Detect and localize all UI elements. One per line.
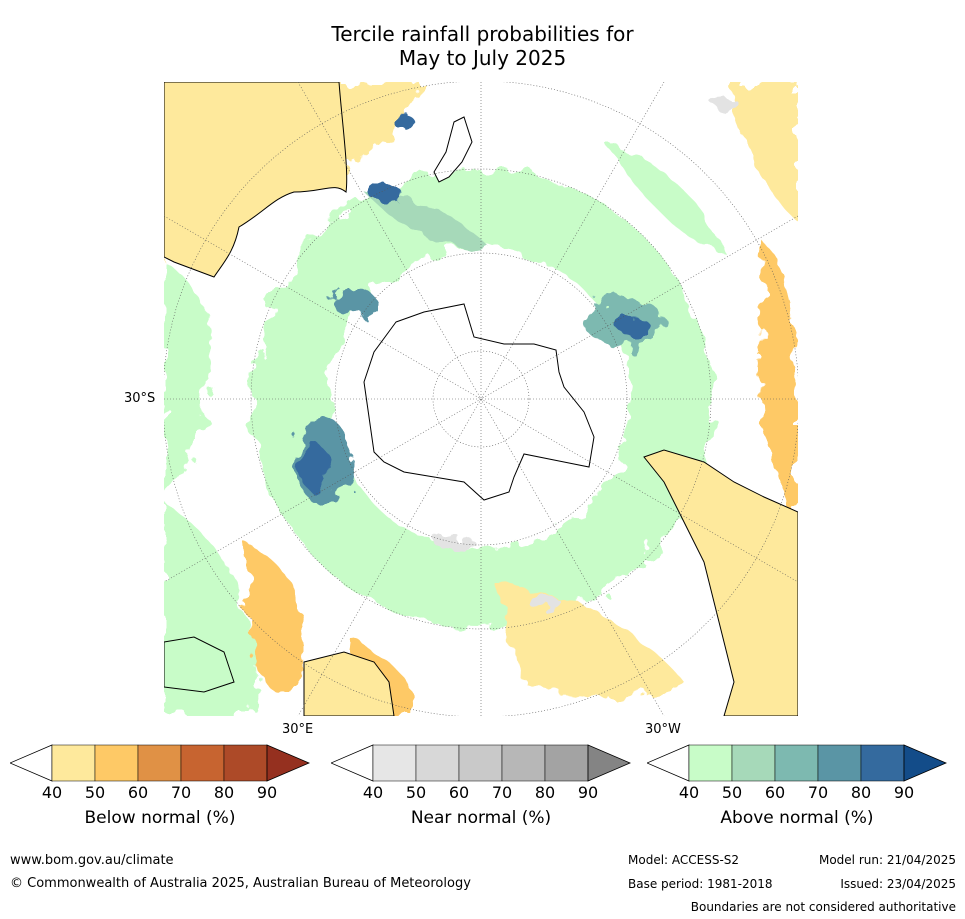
colorbar-segment bbox=[372, 744, 417, 782]
colorbar-tick-label: 50 bbox=[84, 783, 106, 802]
colorbar-tick-label: 60 bbox=[448, 783, 470, 802]
footer-url[interactable]: www.bom.gov.au/climate bbox=[10, 853, 174, 868]
colorbar-segment bbox=[501, 744, 546, 782]
colorbar-segment bbox=[223, 744, 268, 782]
africa-outline bbox=[303, 651, 395, 716]
colorbar-segment bbox=[94, 744, 139, 782]
colorbar-near-ticks: 40 50 60 70 80 90 bbox=[331, 783, 631, 803]
colorbar-tick-label: 90 bbox=[577, 783, 599, 802]
new-zealand-outline bbox=[433, 116, 473, 183]
colorbar-under-triangle bbox=[647, 744, 690, 782]
colorbar-segment bbox=[774, 744, 819, 782]
colorbar-tick-label: 70 bbox=[491, 783, 513, 802]
colorbar-tick-label: 70 bbox=[170, 783, 192, 802]
australia-outline bbox=[164, 82, 348, 278]
colorbar-below-ticks: 40 50 60 70 80 90 bbox=[10, 783, 310, 803]
colorbar-tick-label: 60 bbox=[127, 783, 149, 802]
colorbar-over-triangle bbox=[587, 744, 631, 782]
colorbar-segment bbox=[51, 744, 96, 782]
colorbar-segment bbox=[688, 744, 733, 782]
colorbar-tick-label: 80 bbox=[213, 783, 235, 802]
colorbar-tick-label: 40 bbox=[362, 783, 384, 802]
colorbar-segment bbox=[415, 744, 460, 782]
colorbar-near-label: Near normal (%) bbox=[410, 808, 552, 828]
colorbar-near bbox=[331, 744, 631, 782]
footer-model: Model: ACCESS-S2 bbox=[628, 853, 740, 867]
colorbar-tick-label: 90 bbox=[893, 783, 915, 802]
colorbar-under-triangle bbox=[10, 744, 53, 782]
colorbar-tick-label: 60 bbox=[764, 783, 786, 802]
south-america-outline bbox=[643, 449, 798, 716]
colorbar-tick-label: 90 bbox=[256, 783, 278, 802]
footer-copyright: © Commonwealth of Australia 2025, Austra… bbox=[10, 876, 471, 891]
footer-model-run: Model run: 21/04/2025 bbox=[818, 853, 956, 867]
footer-issued: Issued: 23/04/2025 bbox=[840, 877, 956, 891]
title-line-1: Tercile rainfall probabilities for bbox=[331, 22, 634, 46]
footer-base-period: Base period: 1981-2018 bbox=[628, 877, 773, 891]
colorbar-segment bbox=[544, 744, 589, 782]
colorbar-segment bbox=[731, 744, 776, 782]
colorbar-segment bbox=[180, 744, 225, 782]
title-line-2: May to July 2025 bbox=[398, 46, 567, 70]
colorbar-above bbox=[647, 744, 947, 782]
colorbar-tick-label: 70 bbox=[807, 783, 829, 802]
colorbar-below bbox=[10, 744, 310, 782]
colorbar-tick-label: 50 bbox=[721, 783, 743, 802]
colorbar-tick-label: 40 bbox=[678, 783, 700, 802]
colorbar-below-label: Below normal (%) bbox=[84, 808, 236, 828]
lon-label-30e: 30°E bbox=[282, 722, 314, 737]
colorbar-tick-label: 50 bbox=[405, 783, 427, 802]
colorbar-segment bbox=[137, 744, 182, 782]
colorbar-above-ticks: 40 50 60 70 80 90 bbox=[647, 783, 947, 803]
madagascar-outline bbox=[164, 636, 235, 693]
probability-map bbox=[164, 82, 798, 716]
colorbar-tick-label: 80 bbox=[534, 783, 556, 802]
lon-label-30w: 30°W bbox=[645, 722, 681, 737]
colorbar-tick-label: 40 bbox=[41, 783, 63, 802]
graticule bbox=[164, 82, 798, 716]
colorbar-above-label: Above normal (%) bbox=[720, 808, 874, 828]
lat-label-30s: 30°S bbox=[124, 391, 156, 406]
footer-disclaimer: Boundaries are not considered authoritat… bbox=[690, 900, 956, 914]
colorbar-segment bbox=[817, 744, 862, 782]
colorbar-tick-label: 80 bbox=[850, 783, 872, 802]
colorbar-over-triangle bbox=[266, 744, 310, 782]
map-title: Tercile rainfall probabilities for May t… bbox=[0, 22, 965, 70]
colorbar-over-triangle bbox=[903, 744, 947, 782]
colorbar-segment bbox=[458, 744, 503, 782]
colorbar-segment bbox=[860, 744, 905, 782]
colorbar-under-triangle bbox=[331, 744, 374, 782]
